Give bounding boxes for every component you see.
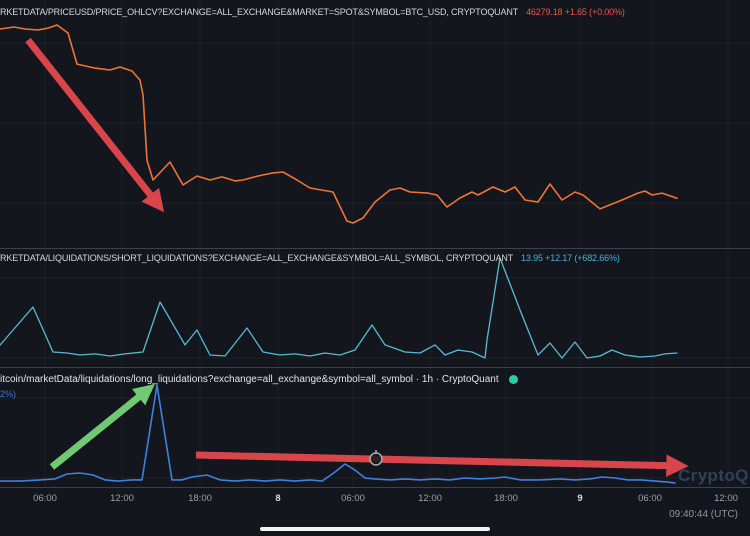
x-tick-label: 12:00 [418,493,442,504]
series-lines [0,24,678,484]
series-line-2 [0,384,676,484]
series-line-1 [0,257,678,359]
x-tick-label: 12:00 [714,493,738,504]
price-pane-legend: RKETDATA/PRICEUSD/PRICE_OHLCV?EXCHANGE=A… [0,7,625,17]
x-tick-label: 06:00 [33,493,57,504]
short-liq-pane-values: 13.95 +12.17 (+682.66%) [521,253,620,263]
live-status-dot-icon [508,375,518,384]
long-liq-pane-subvalue: 2%) [0,389,17,399]
short-liq-pane-title: RKETDATA/LIQUIDATIONS/SHORT_LIQUIDATIONS… [0,253,514,263]
utc-clock: 09:40:44 (UTC) [669,509,738,520]
price-pane-values: 46279.18 +1.65 (+0.00%) [526,7,625,17]
long-liq-spike-arrow[interactable] [49,384,155,470]
bottom-scrollbar-handle[interactable] [260,527,490,531]
short-liq-pane-legend: RKETDATA/LIQUIDATIONS/SHORT_LIQUIDATIONS… [0,253,620,263]
price-pane-title: RKETDATA/PRICEUSD/PRICE_OHLCV?EXCHANGE=A… [0,7,519,17]
long-liq-pane-legend: itcoin/marketData/liquidations/long_liqu… [0,374,518,385]
flat-liquidations-arrow[interactable] [195,451,689,477]
x-tick-label: 18:00 [494,493,518,504]
drawing-grip-icon[interactable] [369,452,383,466]
x-tick-label: 06:00 [341,493,365,504]
long-liq-pane-title: itcoin/marketData/liquidations/long_liqu… [0,374,499,385]
x-tick-label: 8 [275,493,281,504]
x-tick-label: 9 [577,493,583,504]
x-tick-label: 18:00 [188,493,212,504]
x-tick-label: 12:00 [110,493,134,504]
drawing-annotations[interactable] [25,37,689,477]
price-drop-arrow[interactable] [25,37,165,213]
x-tick-label: 06:00 [638,493,662,504]
series-line-0 [0,24,678,224]
cryptoquant-watermark: CryptoQuant [678,466,750,485]
time-axis: 06:00 12:00 18:00 8 06:00 12:00 18:00 9 06:00 12:… [0,487,750,536]
